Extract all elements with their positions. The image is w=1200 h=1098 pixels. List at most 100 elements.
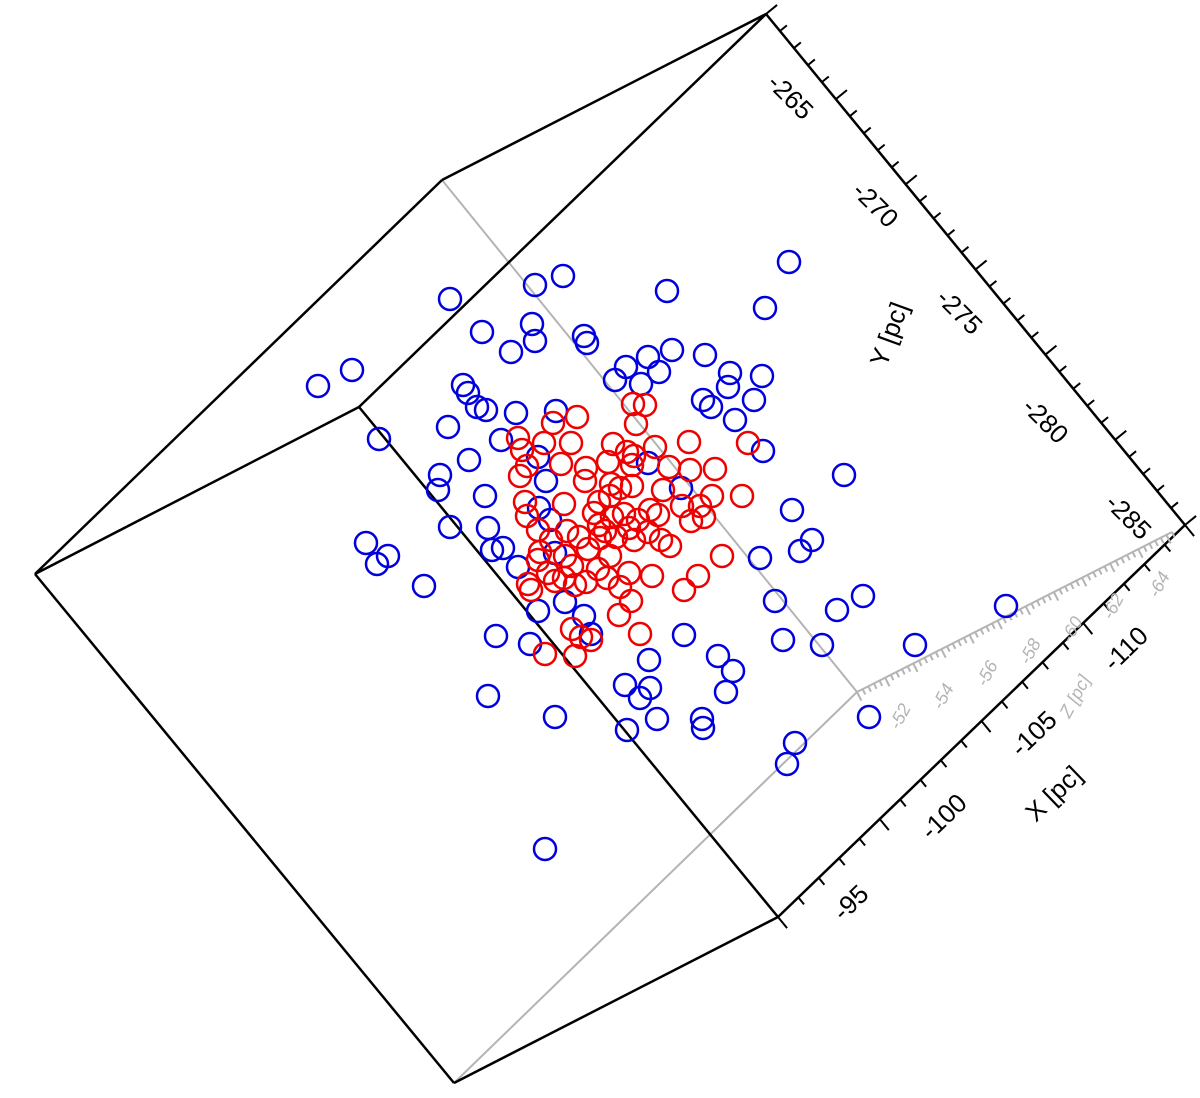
blue-data-point bbox=[671, 622, 697, 648]
y-tick-label: -280 bbox=[1016, 391, 1074, 449]
z-tick-label: -54 bbox=[928, 680, 958, 712]
blue-data-point bbox=[353, 530, 379, 556]
z-axis-tick bbox=[996, 620, 1003, 630]
blue-data-point bbox=[483, 623, 509, 649]
box-edge bbox=[453, 915, 779, 1085]
blue-data-point bbox=[770, 627, 796, 653]
z-axis-tick bbox=[861, 688, 867, 695]
red-data-point bbox=[514, 453, 540, 479]
y-axis-tick bbox=[919, 194, 928, 203]
blue-data-point bbox=[469, 319, 495, 345]
blue-data-point bbox=[498, 339, 524, 365]
red-data-point bbox=[645, 502, 671, 528]
x-tick-label: -105 bbox=[1004, 705, 1062, 763]
z-axis-tick bbox=[979, 628, 985, 635]
blue-data-point bbox=[475, 683, 501, 709]
red-data-point bbox=[509, 437, 535, 463]
y-axis-tick bbox=[932, 211, 942, 220]
z-axis-tick bbox=[878, 680, 884, 687]
z-tick-label: -62 bbox=[1098, 590, 1128, 622]
z-axis-tick bbox=[1159, 537, 1165, 544]
z-axis-tick bbox=[872, 682, 878, 690]
blue-data-point bbox=[490, 535, 516, 561]
blue-data-point bbox=[517, 631, 543, 657]
x-axis-tick bbox=[1041, 661, 1049, 670]
blue-data-point bbox=[366, 426, 392, 452]
blue-data-point bbox=[722, 407, 748, 433]
red-data-point bbox=[642, 434, 668, 460]
blue-data-point bbox=[472, 483, 498, 509]
y-axis-tick bbox=[905, 174, 918, 186]
y-axis-tick bbox=[877, 143, 886, 152]
box-edge bbox=[34, 405, 360, 576]
z-axis-tick bbox=[957, 640, 962, 647]
red-data-point bbox=[639, 563, 665, 589]
x-axis-tick bbox=[1123, 583, 1131, 592]
y-axis-tick bbox=[779, 24, 788, 32]
blue-data-point bbox=[475, 515, 501, 541]
x-axis-tick bbox=[960, 739, 968, 749]
blue-data-point bbox=[750, 438, 776, 464]
z-axis-tick bbox=[1092, 571, 1097, 578]
x-axis-title: X [pc] bbox=[1019, 760, 1088, 828]
red-data-point bbox=[620, 391, 646, 417]
red-data-point bbox=[559, 553, 585, 579]
blue-data-point bbox=[762, 588, 788, 614]
z-axis-tick bbox=[912, 662, 919, 673]
y-axis-title: Y [pc] bbox=[864, 298, 915, 370]
y-axis-tick bbox=[821, 75, 830, 83]
x-axis-tick bbox=[1001, 700, 1009, 709]
red-data-point bbox=[562, 643, 588, 669]
y-axis-tick bbox=[1072, 382, 1081, 390]
blue-data-point bbox=[654, 278, 680, 304]
z-axis-tick bbox=[985, 625, 990, 633]
z-axis-tick bbox=[1036, 600, 1041, 607]
blue-data-point bbox=[831, 462, 857, 488]
z-axis-tick bbox=[901, 668, 906, 675]
y-tick-label: -265 bbox=[761, 67, 819, 125]
blue-data-point bbox=[532, 836, 558, 862]
blue-data-point bbox=[427, 462, 453, 488]
blue-data-point bbox=[747, 545, 773, 571]
x-axis-tick bbox=[797, 896, 805, 905]
blue-data-point bbox=[741, 387, 767, 413]
z-axis-tick bbox=[1041, 597, 1047, 604]
z-axis-tick bbox=[1075, 580, 1080, 587]
blue-data-point bbox=[902, 632, 928, 658]
z-axis-tick bbox=[889, 674, 895, 681]
blue-data-point bbox=[602, 367, 628, 393]
red-data-point bbox=[635, 519, 661, 545]
data-points bbox=[305, 249, 1019, 862]
red-data-point bbox=[548, 451, 574, 477]
z-axis-tick bbox=[951, 642, 957, 650]
y-axis-tick bbox=[1156, 484, 1165, 492]
blue-data-point bbox=[488, 427, 514, 453]
y-axis-tick bbox=[793, 41, 802, 49]
x-axis-tick bbox=[858, 837, 866, 847]
blue-data-point bbox=[450, 372, 476, 398]
blue-data-point bbox=[774, 751, 800, 777]
axis-tick-labels: -265 -270 -275 -280 -285 -95 -100 -105 -110 -52 -5… bbox=[761, 67, 1173, 926]
x-axis-tick bbox=[1143, 563, 1151, 572]
z-axis-tick bbox=[1081, 577, 1088, 587]
blue-data-point bbox=[435, 414, 461, 440]
red-data-point bbox=[578, 627, 604, 653]
z-axis-tick bbox=[1131, 551, 1137, 558]
red-data-point bbox=[540, 410, 566, 436]
blue-data-point bbox=[503, 400, 529, 426]
y-axis-tick bbox=[1114, 429, 1127, 441]
z-axis-tick bbox=[1142, 545, 1148, 553]
z-axis-tick bbox=[1120, 557, 1125, 564]
red-data-point bbox=[581, 500, 607, 526]
z-axis-tick bbox=[968, 634, 975, 644]
box-edge bbox=[34, 179, 443, 575]
red-data-point bbox=[671, 577, 697, 603]
z-tick-label: -56 bbox=[972, 656, 1002, 689]
y-axis-tick bbox=[1142, 467, 1151, 475]
red-data-point bbox=[729, 483, 755, 509]
red-data-point bbox=[650, 477, 676, 503]
z-axis-tick bbox=[1019, 608, 1024, 615]
z-axis-tick bbox=[923, 657, 929, 664]
red-data-point bbox=[532, 641, 558, 667]
